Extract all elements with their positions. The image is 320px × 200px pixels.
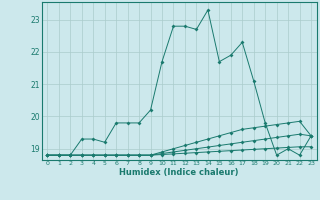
X-axis label: Humidex (Indice chaleur): Humidex (Indice chaleur) bbox=[119, 168, 239, 177]
